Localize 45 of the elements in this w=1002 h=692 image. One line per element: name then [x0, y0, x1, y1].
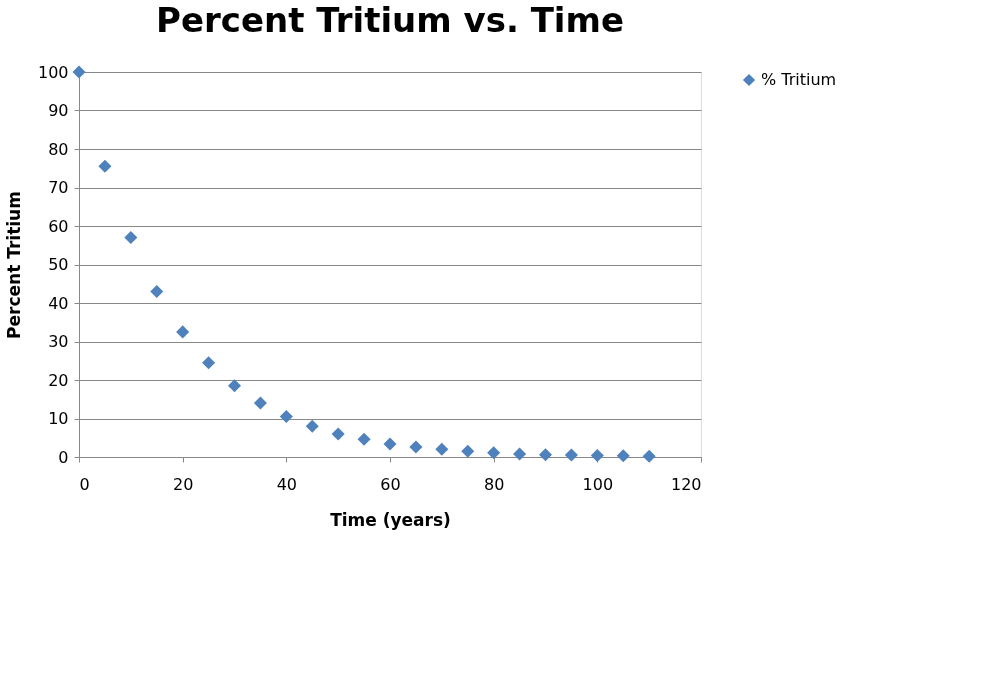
- point: [642, 449, 656, 463]
- y-axis-title: Percent Tritium: [3, 191, 24, 339]
- point: [72, 65, 86, 79]
- point: [279, 410, 293, 424]
- x-tick-label: 80: [483, 474, 505, 494]
- point: [461, 444, 475, 458]
- x-tick-label: 20: [172, 474, 194, 494]
- legend-label: % Tritium: [761, 70, 837, 89]
- y-tick-label: 40: [48, 293, 69, 313]
- point: [590, 448, 604, 462]
- point: [331, 427, 345, 441]
- point: [616, 449, 630, 463]
- x-tick-label: 120: [670, 474, 702, 494]
- point: [357, 432, 371, 446]
- point: [227, 379, 242, 393]
- y-tick-label: 90: [48, 101, 69, 120]
- y-tick-label: 60: [48, 216, 69, 236]
- point: [124, 231, 138, 245]
- y-tick-label: 0: [58, 447, 69, 467]
- x-axis-title: Time (years): [330, 509, 451, 530]
- y-tick-label: 10: [48, 409, 69, 428]
- point: [253, 396, 267, 410]
- x-tick-label: 100: [582, 474, 614, 494]
- x-tick-label: 40: [276, 474, 298, 494]
- point: [150, 284, 164, 298]
- y-tick-label: 100: [37, 62, 69, 82]
- point: [435, 442, 449, 456]
- y-tick-label: 70: [48, 178, 69, 197]
- x-tick-label: 60: [380, 474, 401, 494]
- point: [305, 419, 319, 433]
- point: [409, 440, 423, 454]
- point: [98, 159, 112, 173]
- y-tick-label: 80: [48, 139, 69, 159]
- point: [176, 325, 190, 339]
- y-tick-label: 50: [48, 255, 69, 274]
- point: [513, 447, 527, 461]
- chart-title: Percent Tritium vs. Time: [156, 0, 624, 40]
- point: [487, 446, 501, 460]
- point: [538, 448, 553, 462]
- x-tick-label: 0: [79, 474, 90, 494]
- y-tick-label: 30: [48, 332, 69, 351]
- y-tick-label: 20: [48, 370, 69, 390]
- point: [383, 437, 397, 451]
- point: [202, 356, 216, 370]
- point: [564, 448, 578, 462]
